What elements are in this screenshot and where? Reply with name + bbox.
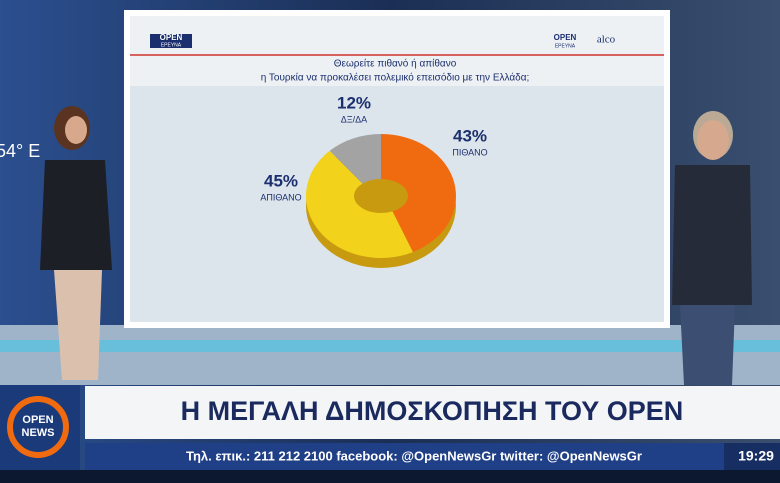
clock: 19:29 xyxy=(738,448,774,464)
logo-text: ΕΡΕΥΝΑ xyxy=(161,42,182,48)
presenter-right xyxy=(672,111,752,385)
channel-logo-text: OPEN xyxy=(22,414,53,426)
logo-left xyxy=(150,34,192,48)
logo-text: OPEN xyxy=(160,33,183,42)
chart-title: Θεωρείτε πιθανό ή απίθανο xyxy=(334,58,457,70)
studio-floor xyxy=(0,325,780,385)
chart-title: η Τουρκία να προκαλέσει πολεμικό επεισόδ… xyxy=(261,72,530,84)
ticker-bar xyxy=(85,443,780,470)
value-label: 45% xyxy=(264,171,298,190)
ticker: Τηλ. επικ.: 211 212 2100 facebook: @Open… xyxy=(186,448,642,463)
headline-bar xyxy=(85,386,780,439)
donut-chart: 43% ΠΙΘΑΝΟ 45% ΑΠΙΘΑΝΟ 12% ΔΞ/ΔΑ xyxy=(260,93,488,268)
value-label: 43% xyxy=(453,126,487,145)
presenter-left xyxy=(40,106,112,380)
category-label: ΔΞ/ΔΑ xyxy=(341,114,367,124)
pie-slice xyxy=(381,134,456,253)
pie-slice xyxy=(329,134,381,184)
background-text: 54° E xyxy=(0,141,40,161)
partner-logo: alco xyxy=(597,34,616,46)
logo-text: OPEN xyxy=(554,33,577,42)
channel-logo-text: NEWS xyxy=(22,427,55,439)
category-label: ΑΠΙΘΑΝΟ xyxy=(260,192,301,202)
channel-logo-ring xyxy=(7,396,69,458)
value-label: 12% xyxy=(337,93,371,112)
headline: Η ΜΕΓΑΛΗ ΔΗΜΟΣΚΟΠΗΣΗ ΤΟΥ OPEN xyxy=(181,396,684,426)
clock-box xyxy=(724,443,780,470)
logo-text: ΕΡΕΥΝΑ xyxy=(555,43,576,49)
floor-light xyxy=(0,340,780,352)
bottom-strip xyxy=(0,470,780,483)
category-label: ΠΙΘΑΝΟ xyxy=(452,147,487,157)
pie-slice xyxy=(306,150,413,258)
